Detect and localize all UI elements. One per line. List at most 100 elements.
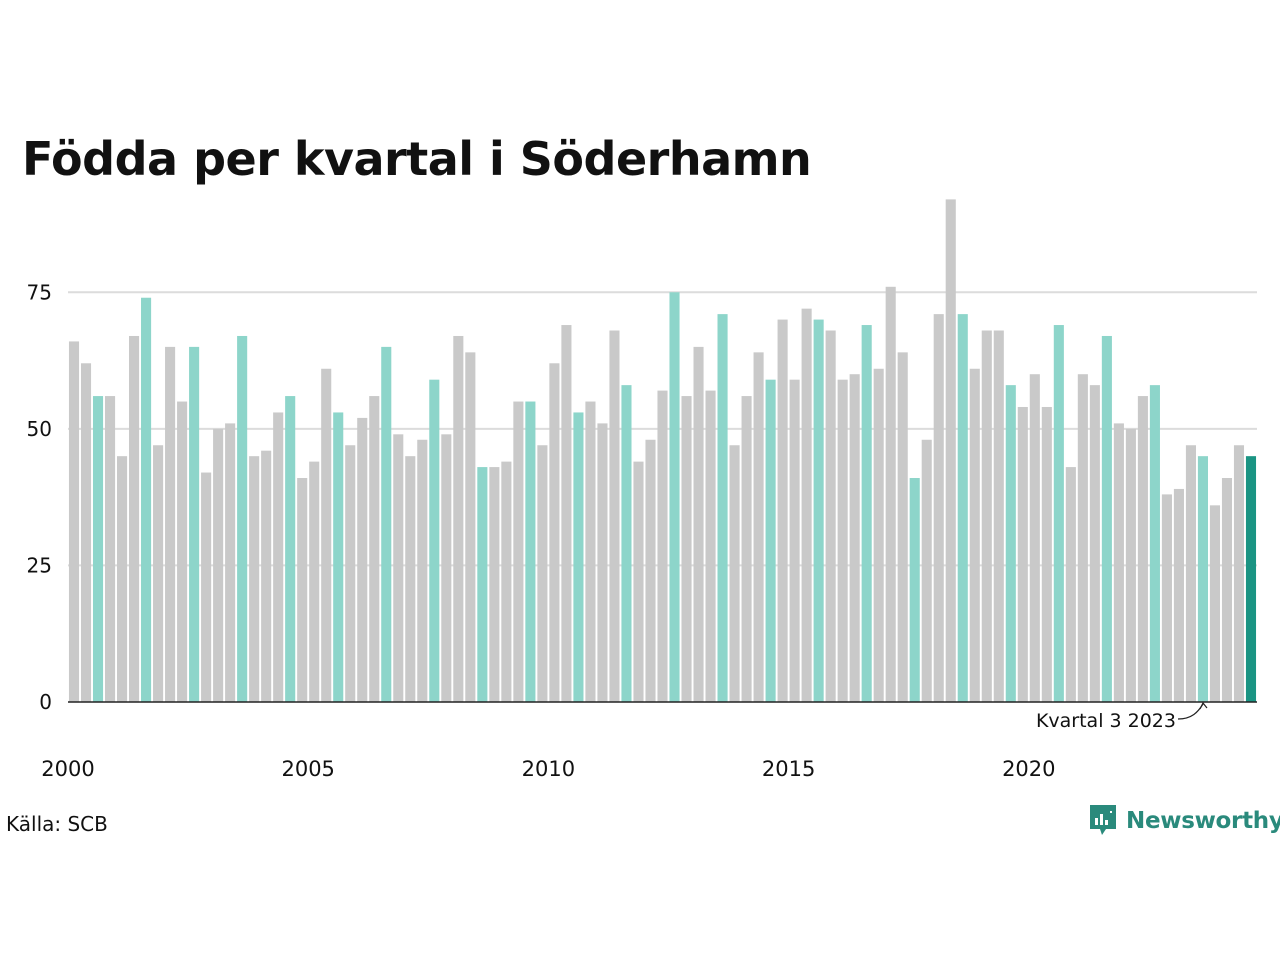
annotation-arrow xyxy=(1177,703,1204,720)
bar: 2009 Q4: 47 xyxy=(537,445,548,702)
bar: 2002 Q1: 65 xyxy=(165,346,176,702)
bar: 2019 Q3: 58 xyxy=(1005,385,1016,702)
bar: 2014 Q3: 59 xyxy=(765,379,776,702)
bar: 2012 Q1: 48 xyxy=(645,439,656,702)
bar: 2015 Q4: 68 xyxy=(825,330,836,702)
annotation-label: Kvartal 3 2023 xyxy=(1036,710,1176,732)
bar: 2017 Q1: 76 xyxy=(885,286,896,702)
bar: 2014 Q1: 56 xyxy=(741,396,752,702)
bar: 2023 Q1: 39 xyxy=(1173,488,1184,702)
bar: 2020 Q4: 43 xyxy=(1065,467,1076,702)
bar: 2009 Q2: 55 xyxy=(513,401,524,702)
bar: 2006 Q1: 52 xyxy=(357,417,368,702)
bar: 2013 Q3: 71 xyxy=(717,314,728,702)
bar: 2014 Q2: 64 xyxy=(753,352,764,702)
bar: 2012 Q4: 56 xyxy=(681,396,692,702)
y-tick-label: 75 xyxy=(27,280,52,304)
bar: 2013 Q2: 57 xyxy=(705,390,716,702)
bar: 2021 Q3: 67 xyxy=(1101,335,1112,702)
bar: 2005 Q2: 61 xyxy=(321,368,332,702)
bars: 2000 Q1: 662000 Q2: 622000 Q3: 562000 Q4… xyxy=(68,199,1257,702)
bar: 2007 Q3: 59 xyxy=(429,379,440,702)
bar: 2001 Q2: 67 xyxy=(129,335,140,702)
bar: 2010 Q3: 53 xyxy=(573,412,584,702)
bar: 2022 Q4: 38 xyxy=(1161,494,1172,702)
bar: 2000 Q3: 56 xyxy=(92,396,104,702)
bar: 2020 Q1: 60 xyxy=(1029,374,1040,702)
bar: 2004 Q3: 56 xyxy=(285,396,296,702)
y-tick-label: 0 xyxy=(39,690,52,714)
annotation-arrowhead xyxy=(1199,701,1208,710)
bar: undefined: 45 xyxy=(1245,456,1257,702)
bar: 2000 Q1: 66 xyxy=(68,341,80,702)
bar: 2019 Q2: 68 xyxy=(993,330,1004,702)
bar: 2004 Q1: 46 xyxy=(261,450,272,702)
bar: 2003 Q1: 50 xyxy=(213,428,224,702)
bar: 2018 Q3: 71 xyxy=(957,314,968,702)
bar: 2007 Q1: 45 xyxy=(405,456,416,702)
bar: 2021 Q4: 51 xyxy=(1113,423,1124,702)
bar: 2001 Q1: 45 xyxy=(117,456,128,702)
bar: 2019 Q4: 54 xyxy=(1017,406,1028,702)
bar: undefined: 41 xyxy=(1221,478,1233,702)
bar: 2009 Q3: 55 xyxy=(525,401,536,702)
bar: 2013 Q1: 65 xyxy=(693,346,704,702)
bar: 2009 Q1: 44 xyxy=(501,461,512,702)
source-note: Källa: SCB xyxy=(6,812,108,836)
newsworthy-icon xyxy=(1090,805,1116,835)
bar: 2016 Q3: 69 xyxy=(861,325,872,702)
bar: 2020 Q2: 54 xyxy=(1041,406,1052,702)
bar: 2007 Q4: 49 xyxy=(441,434,452,702)
bar: 2008 Q1: 67 xyxy=(453,335,464,702)
bar: 2011 Q1: 51 xyxy=(597,423,608,702)
bar: 2010 Q4: 55 xyxy=(585,401,596,702)
bar: 2006 Q3: 65 xyxy=(381,346,392,702)
bar: 2002 Q2: 55 xyxy=(177,401,188,702)
bar: 2022 Q2: 56 xyxy=(1137,396,1148,702)
bar: 2017 Q2: 64 xyxy=(897,352,908,702)
x-axis-ticks: 2000 2005 2010 2015 2020 xyxy=(41,757,1055,781)
brand-name: Newsworthy xyxy=(1126,808,1280,834)
bar: 2011 Q2: 68 xyxy=(609,330,620,702)
bar: undefined: 47 xyxy=(1233,445,1245,702)
bar: 2019 Q1: 68 xyxy=(981,330,992,702)
bar: 2016 Q1: 59 xyxy=(837,379,848,702)
bar: 2020 Q3: 69 xyxy=(1053,325,1064,702)
bar: 2010 Q2: 69 xyxy=(561,325,572,702)
x-tick-label: 2010 xyxy=(522,757,575,781)
y-axis-ticks: 0 25 50 75 xyxy=(27,280,52,714)
latest-annotation: Kvartal 3 2023 xyxy=(1036,701,1208,732)
bar: 2013 Q4: 47 xyxy=(729,445,740,702)
bar: 2022 Q1: 50 xyxy=(1125,428,1136,702)
bar: 2012 Q2: 57 xyxy=(657,390,668,702)
bar: 2005 Q3: 53 xyxy=(333,412,344,702)
bar: 2010 Q1: 62 xyxy=(549,363,560,702)
bar: 2016 Q4: 61 xyxy=(873,368,884,702)
x-tick-label: 2020 xyxy=(1002,757,1055,781)
y-tick-label: 25 xyxy=(27,553,52,577)
bar: 2003 Q2: 51 xyxy=(225,423,236,702)
newsworthy-logo: Newsworthy xyxy=(1088,803,1280,839)
bar: 2021 Q2: 58 xyxy=(1089,385,1100,702)
bar: 2004 Q2: 53 xyxy=(273,412,284,702)
bar: 2004 Q4: 41 xyxy=(297,478,308,702)
bar: 2011 Q3: 58 xyxy=(621,385,632,702)
bar: 2021 Q1: 60 xyxy=(1077,374,1088,702)
bar: undefined: 36 xyxy=(1209,505,1221,702)
bar: 2023 Q3: 45 xyxy=(1197,456,1208,702)
bar: 2012 Q3: 75 xyxy=(669,292,680,702)
x-tick-label: 2005 xyxy=(281,757,334,781)
bar: 2015 Q2: 72 xyxy=(801,308,812,702)
bar: 2011 Q4: 44 xyxy=(633,461,644,702)
bar: 2023 Q2: 47 xyxy=(1185,445,1196,702)
x-tick-label: 2000 xyxy=(41,757,94,781)
bar: 2015 Q3: 70 xyxy=(813,319,824,702)
bar: 2006 Q2: 56 xyxy=(369,396,380,702)
bar: 2000 Q2: 62 xyxy=(80,363,92,702)
bar: 2003 Q3: 67 xyxy=(237,335,248,702)
bar: 2018 Q2: 92 xyxy=(945,199,956,702)
bar: 2015 Q1: 59 xyxy=(789,379,800,702)
x-tick-label: 2015 xyxy=(762,757,815,781)
bar: 2000 Q4: 56 xyxy=(104,396,116,702)
